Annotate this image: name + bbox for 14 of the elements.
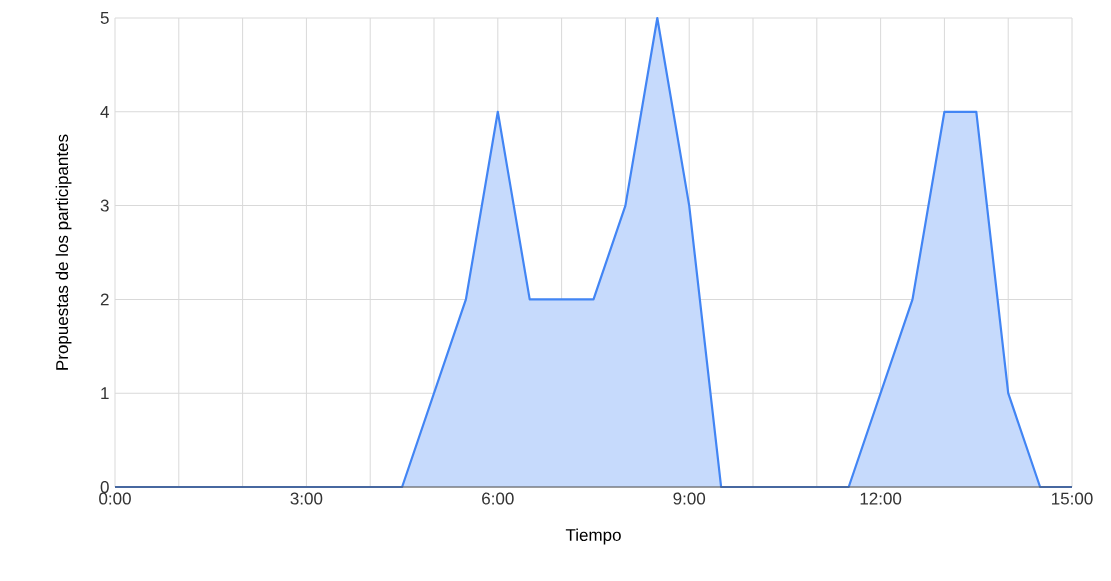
y-tick-label: 5 <box>100 12 109 24</box>
y-tick-label: 4 <box>100 105 109 118</box>
x-tick-label: 3:00 <box>290 492 323 505</box>
y-tick-label: 1 <box>101 387 109 400</box>
x-tick-label: 15:00 <box>1052 492 1093 505</box>
y-axis-title: Propuestas de los participantes <box>55 134 72 370</box>
y-tick-label: 2 <box>100 293 109 306</box>
x-axis-title: Tiempo <box>565 528 621 545</box>
x-tick-label: 6:00 <box>482 492 514 505</box>
y-tick-label: 3 <box>100 199 109 212</box>
x-tick-label: 12:00 <box>860 492 902 505</box>
x-tick-label: 9:00 <box>673 492 706 505</box>
x-tick-label: 0:00 <box>99 492 131 505</box>
y-tick-label: 0 <box>100 480 109 494</box>
